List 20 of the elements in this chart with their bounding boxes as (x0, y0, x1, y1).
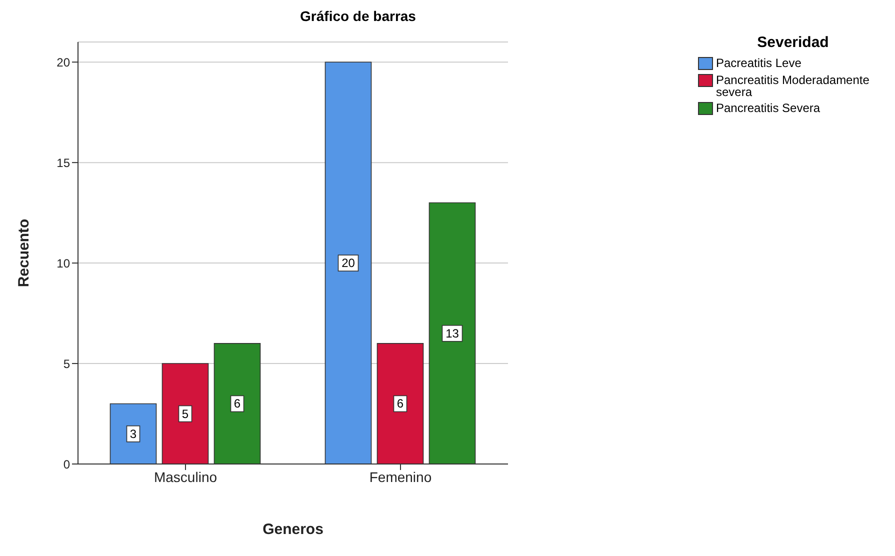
data-label: 20 (342, 256, 356, 270)
legend-label: Pancreatitis Moderadamente severa (716, 73, 870, 99)
y-tick-label: 0 (63, 457, 70, 472)
x-tick-label: Femenino (369, 468, 432, 485)
y-tick-label: 10 (56, 256, 70, 270)
data-label: 5 (182, 406, 189, 421)
data-label: 3 (130, 426, 137, 441)
y-tick-label: 20 (56, 55, 70, 70)
y-axis-title: Recuento (15, 218, 32, 288)
y-tick-label: 15 (56, 156, 70, 170)
x-tick-label: Masculino (154, 468, 218, 485)
legend-label: Pancreatitis Severa (716, 101, 820, 115)
chart-title: Gráfico de barras (299, 8, 417, 24)
data-label: 13 (446, 326, 460, 340)
y-tick-label: 5 (63, 356, 70, 371)
legend-title: Severidad (756, 34, 830, 51)
data-label: 6 (396, 396, 404, 411)
data-label: 6 (234, 396, 241, 411)
x-axis-title: Generos (262, 521, 324, 538)
legend-label: Pacreatitis Leve (716, 56, 802, 70)
